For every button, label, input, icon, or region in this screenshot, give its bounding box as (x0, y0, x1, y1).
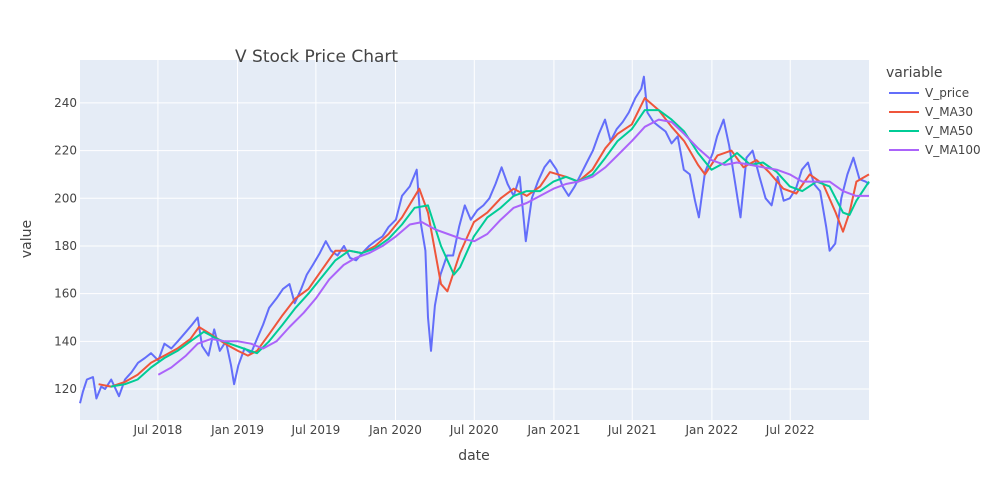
legend-item-v-ma50[interactable]: V_MA50 (889, 124, 973, 138)
x-tick-label: Jul 2020 (449, 423, 499, 437)
x-tick-label: Jan 2022 (684, 423, 738, 437)
x-tick-labels: Jul 2018 Jan 2019 Jul 2019 Jan 2020 Jul 2020… (132, 423, 814, 437)
y-tick-label: 180 (54, 239, 77, 253)
series-line-v-price (79, 75, 870, 404)
series-line-v-ma30 (98, 97, 870, 388)
legend-item-v-ma100[interactable]: V_MA100 (889, 143, 981, 157)
legend-items: V_price V_MA30 V_MA50 V_MA100 (889, 86, 981, 157)
y-tick-label: 120 (54, 382, 77, 396)
y-tick-label: 220 (54, 144, 77, 158)
legend: variable V_price V_MA30 V_MA50 V_MA100 (886, 65, 981, 157)
chart-title: V Stock Price Chart (235, 47, 398, 67)
series-line-v-ma100 (157, 118, 869, 376)
legend-item-v-price[interactable]: V_price (889, 86, 969, 100)
legend-label: V_MA30 (925, 105, 973, 119)
x-gridlines (157, 60, 791, 420)
y-tick-label: 140 (54, 334, 77, 348)
legend-item-v-ma30[interactable]: V_MA30 (889, 105, 973, 119)
legend-label: V_price (925, 86, 969, 100)
legend-label: V_MA50 (925, 124, 973, 138)
x-tick-label: Jan 2019 (210, 423, 264, 437)
legend-title: variable (886, 65, 942, 81)
y-tick-label: 160 (54, 287, 77, 301)
x-axis-title: date (458, 448, 490, 464)
y-tick-label: 200 (54, 191, 77, 205)
legend-label: V_MA100 (925, 143, 981, 157)
x-tick-label: Jul 2019 (290, 423, 340, 437)
y-axis-title: value (19, 220, 35, 258)
x-tick-label: Jul 2022 (765, 423, 815, 437)
x-tick-label: Jan 2021 (526, 423, 580, 437)
x-tick-label: Jul 2021 (607, 423, 657, 437)
y-tick-label: 240 (54, 96, 77, 110)
x-tick-label: Jul 2018 (132, 423, 182, 437)
series-layer (79, 75, 870, 404)
x-tick-label: Jan 2020 (368, 423, 422, 437)
y-tick-labels: 120 140 160 180 200 220 240 (54, 96, 77, 396)
